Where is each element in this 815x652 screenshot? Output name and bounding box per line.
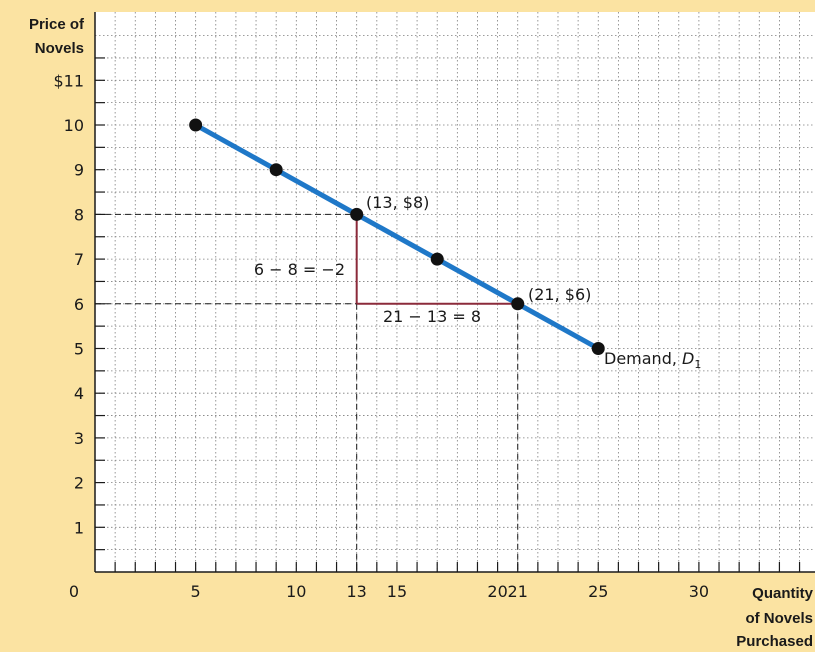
grid — [95, 12, 815, 572]
demand-label-subscript: 1 — [694, 358, 701, 371]
x-tick-label: 21 — [508, 582, 528, 601]
x-axis-title-line-3: Purchased — [736, 633, 813, 650]
axis-ticks — [95, 57, 801, 572]
demand-label: Demand, D1 — [604, 349, 701, 371]
x-axis-title-line-2: of Novels — [745, 610, 813, 627]
x-axis-title-line-1: Quantity — [752, 585, 813, 602]
x-tick-label: 25 — [588, 582, 608, 601]
y-tick-label: $11 — [53, 71, 84, 90]
x-tick-label: 13 — [347, 582, 367, 601]
y-axis-title-line-1: Price of — [29, 16, 85, 33]
x-tick-label: 5 — [191, 582, 201, 601]
y-tick-label: 4 — [74, 384, 84, 403]
demand-label-text: Demand, — [604, 349, 677, 368]
slope-triangle — [355, 214, 518, 305]
demand-point — [430, 252, 444, 266]
y-tick-label: 5 — [74, 340, 84, 359]
demand-point — [189, 118, 203, 132]
axes — [94, 12, 815, 573]
demand-point — [350, 207, 364, 221]
y-tick-label: 10 — [64, 116, 84, 135]
run-label: 21 − 13 = 8 — [383, 307, 481, 326]
point-b-label: (21, $6) — [528, 285, 591, 304]
rise-label: 6 − 8 = −2 — [254, 260, 345, 279]
y-tick-label: 3 — [74, 429, 84, 448]
demand-label-symbol: D — [682, 349, 694, 368]
y-tick-label: 8 — [74, 205, 84, 224]
plot-area — [95, 12, 815, 572]
demand-point — [511, 297, 525, 311]
demand-point — [591, 342, 605, 355]
demand-series — [189, 118, 605, 355]
y-tick-label: 7 — [74, 250, 84, 269]
y-tick-label: 2 — [74, 474, 84, 493]
x-tick-label: 0 — [69, 582, 79, 601]
y-tick-label: 6 — [74, 295, 84, 314]
x-tick-label: 30 — [689, 582, 709, 601]
y-tick-label: 9 — [74, 161, 84, 180]
point-a-label: (13, $8) — [366, 193, 429, 212]
demand-curve — [193, 122, 601, 351]
x-tick-label: 20 — [487, 582, 507, 601]
demand-point — [269, 163, 283, 177]
y-axis-title-line-2: Novels — [35, 40, 84, 57]
x-tick-label: 15 — [387, 582, 407, 601]
y-tick-label: 1 — [74, 518, 84, 537]
x-tick-label: 10 — [286, 582, 306, 601]
